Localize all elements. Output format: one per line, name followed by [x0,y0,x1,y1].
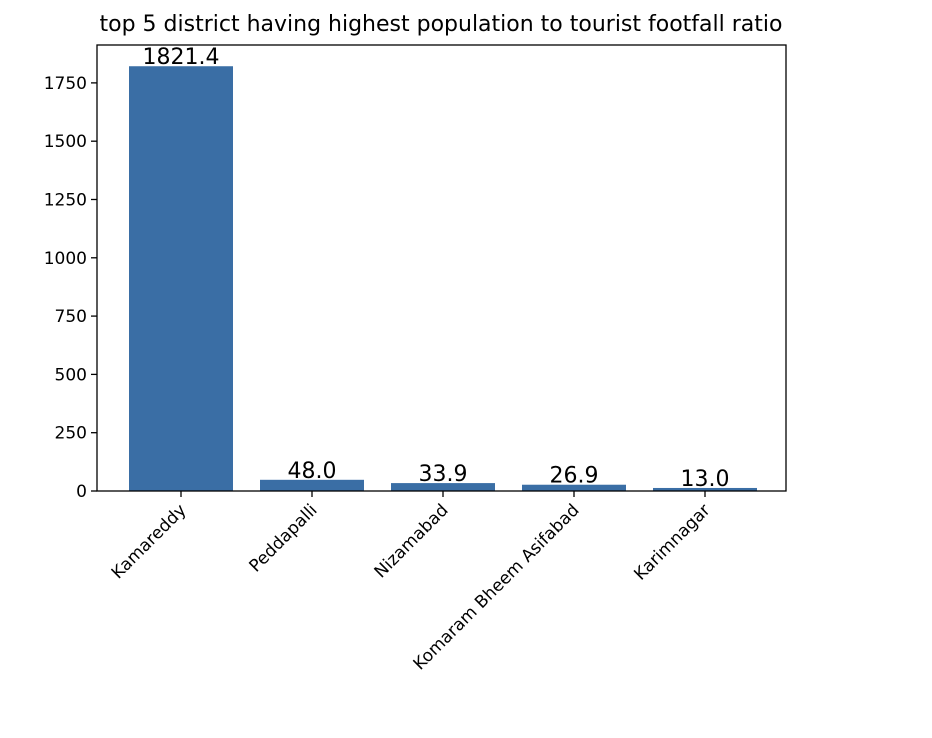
data-label: 1821.4 [143,45,220,70]
data-label: 48.0 [288,459,337,484]
data-label: 26.9 [550,464,599,489]
y-tick-label: 500 [55,365,87,385]
data-label: 13.0 [681,467,730,492]
bar [260,479,364,491]
data-labels-group: 1821.4 48.0 33.9 26.9 13.0 [143,45,730,492]
y-tick-label: 1500 [44,132,87,152]
bars-group [129,66,757,491]
data-label: 33.9 [419,462,468,487]
bar [653,487,757,491]
plot-frame [96,44,787,492]
bar [522,484,626,491]
x-tick-label: Nizamabad [371,500,453,582]
chart-title: top 5 district having highest population… [100,12,783,37]
y-tick-label: 1750 [44,74,87,94]
y-tick-label: 1000 [44,249,87,269]
x-tick-label: Karimnagar [630,500,714,584]
x-tick-label: Peddapalli [246,500,322,576]
y-tick-label: 0 [76,482,87,502]
bar [391,483,495,491]
y-tick-label: 250 [55,424,87,444]
y-tick-label: 1250 [44,190,87,210]
x-tick-label: Kamareddy [108,500,191,583]
y-tick-label: 750 [55,307,87,327]
y-axis: 0 250 500 750 1000 1250 1500 1750 [44,74,97,502]
bar [129,66,233,491]
